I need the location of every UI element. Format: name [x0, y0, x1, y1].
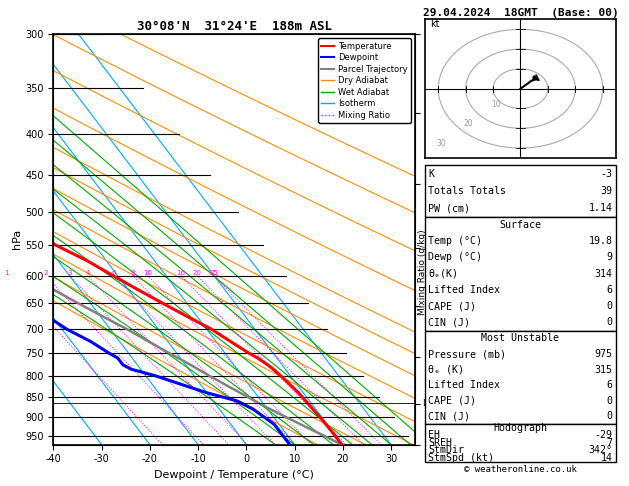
Text: 315: 315	[594, 364, 613, 375]
Bar	[425, 424, 616, 462]
Text: 314: 314	[594, 269, 613, 278]
Text: θₑ (K): θₑ (K)	[428, 364, 464, 375]
Title: 30°08'N  31°24'E  188m ASL: 30°08'N 31°24'E 188m ASL	[136, 20, 332, 33]
X-axis label: Dewpoint / Temperature (°C): Dewpoint / Temperature (°C)	[154, 470, 314, 480]
Text: 4: 4	[85, 270, 89, 276]
Text: -29: -29	[594, 431, 613, 440]
Y-axis label: km
ASL: km ASL	[442, 228, 460, 250]
Text: Lifted Index: Lifted Index	[428, 380, 501, 390]
Text: 8: 8	[130, 270, 135, 276]
Text: CIN (J): CIN (J)	[428, 412, 470, 421]
Text: 0: 0	[606, 396, 613, 406]
Text: 6: 6	[606, 285, 613, 295]
Text: CAPE (J): CAPE (J)	[428, 396, 476, 406]
Bar	[425, 165, 616, 217]
Text: 0: 0	[606, 317, 613, 328]
Text: Temp (°C): Temp (°C)	[428, 236, 482, 246]
Bar	[425, 330, 616, 424]
Text: Mixing Ratio (g/kg): Mixing Ratio (g/kg)	[418, 229, 427, 315]
Text: Pressure (mb): Pressure (mb)	[428, 349, 506, 359]
Y-axis label: hPa: hPa	[13, 229, 23, 249]
Text: 6: 6	[111, 270, 116, 276]
Text: kt: kt	[430, 19, 440, 29]
Text: LCL: LCL	[422, 399, 438, 408]
Text: 10: 10	[143, 270, 152, 276]
Text: StmSpd (kt): StmSpd (kt)	[428, 453, 494, 463]
Text: Lifted Index: Lifted Index	[428, 285, 501, 295]
Text: 7: 7	[606, 438, 613, 448]
Text: 975: 975	[594, 349, 613, 359]
Text: 0: 0	[606, 301, 613, 311]
Bar	[425, 217, 616, 330]
Text: 3: 3	[67, 270, 72, 276]
Text: 20: 20	[192, 270, 201, 276]
Text: -3: -3	[601, 169, 613, 179]
Text: © weatheronline.co.uk: © weatheronline.co.uk	[464, 465, 577, 474]
Text: CAPE (J): CAPE (J)	[428, 301, 476, 311]
Text: 6: 6	[606, 380, 613, 390]
Text: 1.14: 1.14	[589, 203, 613, 213]
Text: 20: 20	[464, 119, 473, 128]
Text: 30: 30	[436, 139, 446, 148]
Text: 1: 1	[4, 270, 9, 276]
Text: Most Unstable: Most Unstable	[481, 333, 560, 344]
Legend: Temperature, Dewpoint, Parcel Trajectory, Dry Adiabat, Wet Adiabat, Isotherm, Mi: Temperature, Dewpoint, Parcel Trajectory…	[318, 38, 411, 123]
Text: Dewp (°C): Dewp (°C)	[428, 252, 482, 262]
Text: 342°: 342°	[589, 445, 613, 455]
Text: PW (cm): PW (cm)	[428, 203, 470, 213]
Text: 14: 14	[601, 453, 613, 463]
Text: CIN (J): CIN (J)	[428, 317, 470, 328]
Text: K: K	[428, 169, 435, 179]
Text: 29.04.2024  18GMT  (Base: 00): 29.04.2024 18GMT (Base: 00)	[423, 8, 618, 18]
Text: EH: EH	[428, 431, 440, 440]
Text: 2: 2	[43, 270, 48, 276]
Text: θₑ(K): θₑ(K)	[428, 269, 459, 278]
Text: 39: 39	[601, 186, 613, 196]
Text: 10: 10	[491, 100, 501, 108]
Text: Hodograph: Hodograph	[494, 423, 547, 433]
Text: 25: 25	[209, 270, 218, 276]
Text: Surface: Surface	[499, 220, 542, 230]
Text: Totals Totals: Totals Totals	[428, 186, 506, 196]
Text: SREH: SREH	[428, 438, 452, 448]
Text: 19.8: 19.8	[589, 236, 613, 246]
Text: 0: 0	[606, 412, 613, 421]
Text: 16: 16	[176, 270, 185, 276]
Text: 9: 9	[606, 252, 613, 262]
Text: StmDir: StmDir	[428, 445, 464, 455]
